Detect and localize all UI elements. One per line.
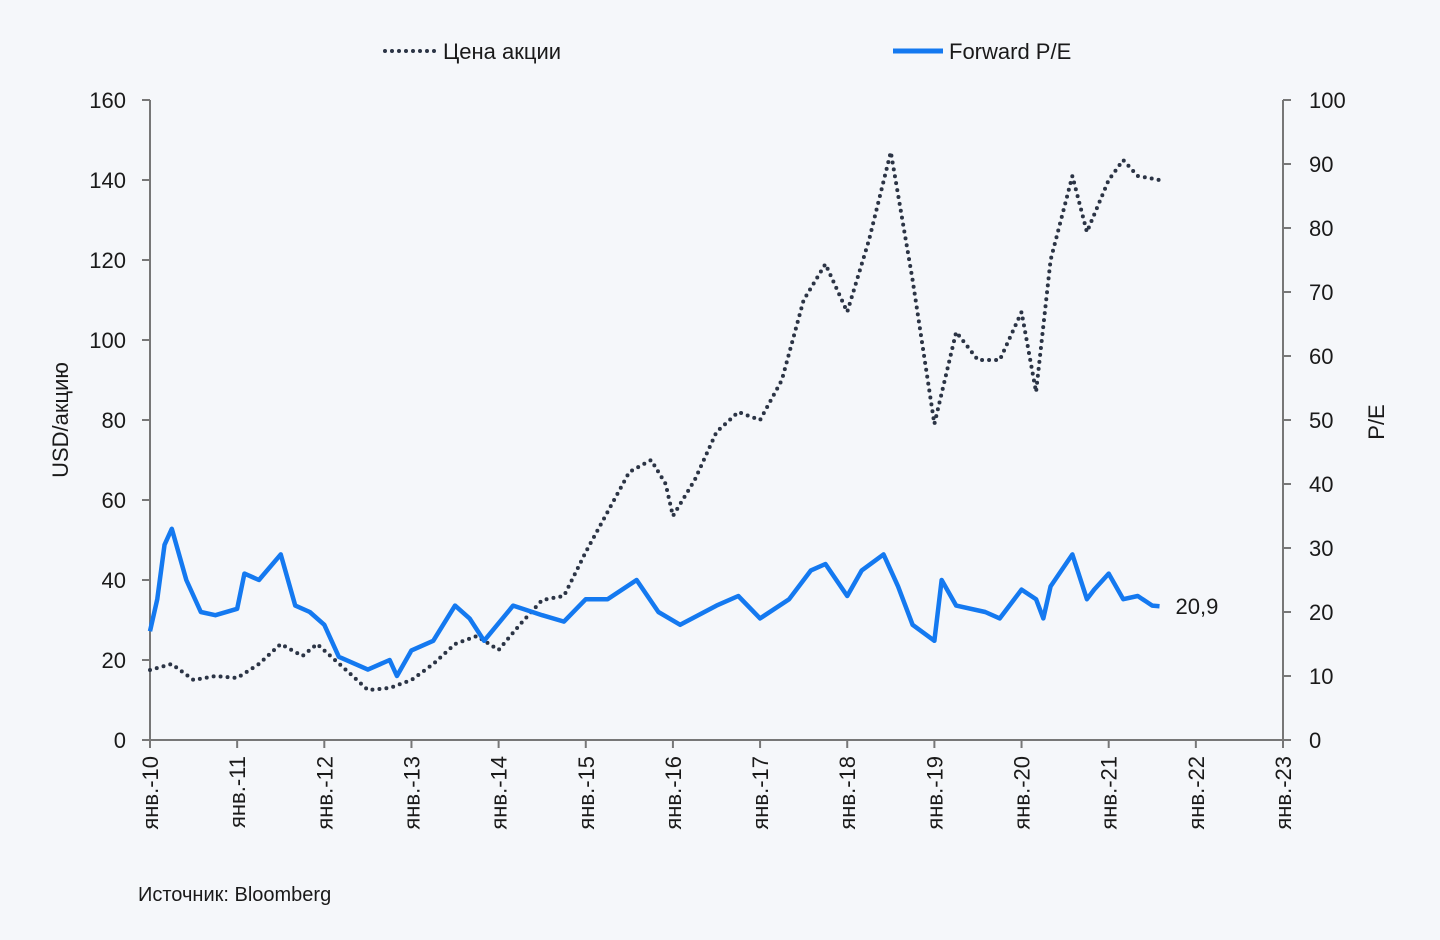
- x-tick-label: янв.-23: [1271, 756, 1296, 830]
- right-tick-label: 70: [1309, 280, 1333, 305]
- legend-price-label: Цена акции: [443, 39, 561, 64]
- x-tick-label: янв.-17: [748, 756, 773, 830]
- right-tick-label: 60: [1309, 344, 1333, 369]
- left-tick-label: 40: [102, 568, 126, 593]
- x-tick-label: янв.-19: [922, 756, 947, 830]
- right-tick-label: 40: [1309, 472, 1333, 497]
- left-tick-label: 120: [89, 248, 126, 273]
- pe-series-line: [147, 526, 1160, 679]
- x-tick-label: янв.-14: [487, 756, 512, 830]
- left-tick-label: 20: [102, 648, 126, 673]
- left-axis-title: USD/акцию: [48, 362, 73, 478]
- x-tick-label: янв.-10: [138, 756, 163, 830]
- left-tick-label: 140: [89, 168, 126, 193]
- x-tick-label: янв.-11: [225, 756, 250, 828]
- left-tick-label: 160: [89, 88, 126, 113]
- x-tick-label: янв.-13: [399, 756, 424, 830]
- right-tick-label: 10: [1309, 664, 1333, 689]
- x-tick-label: янв.-22: [1184, 756, 1209, 830]
- right-tick-label: 100: [1309, 88, 1346, 113]
- right-tick-label: 30: [1309, 536, 1333, 561]
- price-series-line: [148, 150, 1162, 692]
- legend-pe-label: Forward P/E: [949, 39, 1071, 64]
- right-tick-label: 80: [1309, 216, 1333, 241]
- left-tick-label: 60: [102, 488, 126, 513]
- x-tick-label: янв.-18: [835, 756, 860, 830]
- x-tick-label: янв.-12: [312, 756, 337, 830]
- right-tick-label: 0: [1309, 728, 1321, 753]
- x-tick-label: янв.-21: [1097, 756, 1122, 830]
- left-tick-label: 80: [102, 408, 126, 433]
- left-tick-label: 100: [89, 328, 126, 353]
- source-note: Источник: Bloomberg: [138, 884, 332, 906]
- x-tick-label: янв.-16: [661, 756, 686, 830]
- right-tick-label: 50: [1309, 408, 1333, 433]
- x-tick-label: янв.-15: [574, 756, 599, 830]
- x-tick-label: янв.-20: [1010, 756, 1035, 830]
- left-tick-label: 0: [114, 728, 126, 753]
- right-axis-title: P/E: [1364, 404, 1389, 439]
- pe-end-label: 20,9: [1176, 594, 1219, 619]
- right-tick-label: 90: [1309, 152, 1333, 177]
- right-tick-label: 20: [1309, 600, 1333, 625]
